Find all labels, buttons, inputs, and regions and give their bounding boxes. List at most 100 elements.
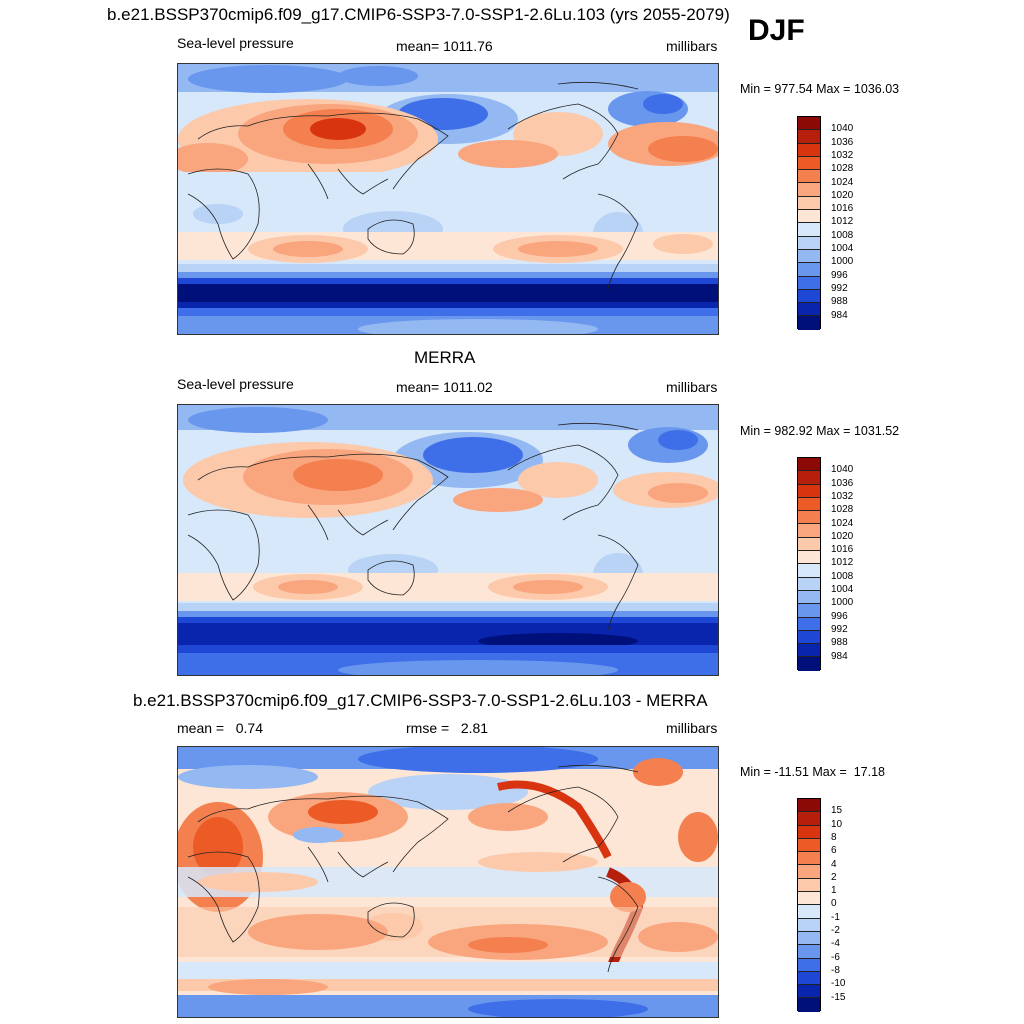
colorbar-tick-label: 4	[831, 858, 837, 870]
colorbar-swatch	[798, 156, 820, 171]
colorbar-swatch	[798, 892, 820, 906]
panel2-minmax: Min = 982.92 Max = 1031.52	[740, 424, 900, 438]
colorbar-swatch	[798, 958, 820, 972]
colorbar-tick-label: 6	[831, 845, 837, 857]
colorbar-tick-label: 992	[831, 282, 848, 294]
colorbar-swatch	[798, 604, 820, 618]
colorbar-swatch	[798, 524, 820, 538]
colorbar-swatch	[798, 617, 820, 631]
colorbar-swatch	[798, 644, 820, 658]
colorbar-swatch	[798, 905, 820, 919]
colorbar-swatch	[798, 998, 820, 1012]
colorbar-swatch	[798, 852, 820, 866]
colorbar-swatch	[798, 931, 820, 946]
colorbar-swatch	[798, 316, 820, 330]
colorbar-tick-label: 8	[831, 831, 837, 843]
colorbar-tick-label: 1008	[831, 229, 854, 241]
colorbar-tick-label: -6	[831, 951, 840, 963]
colorbar-tick-label: 1	[831, 885, 837, 897]
colorbar-tick-label: -15	[831, 991, 846, 1003]
colorbar-swatch	[798, 825, 820, 839]
colorbar-swatch	[798, 865, 820, 879]
colorbar-swatch	[798, 657, 820, 671]
panel2-title: MERRA	[414, 348, 476, 367]
colorbar-swatch	[798, 497, 820, 512]
panel1-colorbar	[797, 116, 821, 330]
colorbar-swatch	[798, 564, 820, 578]
colorbar-tick-label: -4	[831, 938, 840, 950]
colorbar-tick-label: 1004	[831, 243, 854, 254]
colorbar-tick-label: 1024	[831, 517, 854, 529]
colorbar-swatch	[798, 143, 820, 157]
colorbar-tick-label: -1	[831, 911, 840, 923]
colorbar-swatch	[798, 590, 820, 605]
colorbar-tick-label: 1004	[831, 584, 854, 595]
colorbar-tick-label: 984	[831, 650, 848, 662]
colorbar-tick-label: 1000	[831, 256, 854, 268]
colorbar-swatch	[798, 551, 820, 565]
panel2-units: millibars	[666, 379, 718, 395]
panel1-minmax: Min = 977.54 Max = 1036.03	[740, 82, 900, 96]
panel2-map	[177, 404, 719, 676]
colorbar-tick-label: -10	[831, 978, 846, 990]
panel3-mean: mean = 0.74	[177, 720, 264, 736]
colorbar-swatch	[798, 183, 820, 197]
colorbar-tick-label: 1008	[831, 570, 854, 582]
colorbar-swatch	[798, 918, 820, 932]
colorbar-tick-label: 1012	[831, 216, 854, 228]
panel1-title: b.e21.BSSP370cmip6.f09_g17.CMIP6-SSP3-7.…	[107, 5, 730, 24]
colorbar-tick-label: 1036	[831, 477, 854, 489]
colorbar-swatch	[798, 289, 820, 304]
colorbar-tick-label: 1016	[831, 544, 854, 556]
colorbar-swatch	[798, 878, 820, 893]
colorbar-tick-label: 1012	[831, 557, 854, 569]
colorbar-swatch	[798, 812, 820, 826]
colorbar-tick-label: 1016	[831, 203, 854, 215]
colorbar-tick-label: 10	[831, 818, 843, 830]
panel1-variable: Sea-level pressure	[177, 35, 294, 51]
panel2-variable: Sea-level pressure	[177, 376, 294, 392]
colorbar-tick-label: 996	[831, 610, 848, 622]
panel1-units: millibars	[666, 38, 718, 54]
colorbar-tick-label: 0	[831, 898, 837, 910]
colorbar-swatch	[798, 838, 820, 853]
colorbar-swatch	[798, 630, 820, 645]
colorbar-tick-label: 1028	[831, 163, 854, 175]
colorbar-swatch	[798, 471, 820, 485]
colorbar-swatch	[798, 971, 820, 986]
colorbar-swatch	[798, 537, 820, 552]
panel3-title: b.e21.BSSP370cmip6.f09_g17.CMIP6-SSP3-7.…	[133, 691, 708, 710]
colorbar-swatch	[798, 223, 820, 237]
colorbar-tick-label: 988	[831, 296, 848, 308]
colorbar-tick-label: 2	[831, 871, 837, 883]
colorbar-tick-label: 1000	[831, 597, 854, 609]
colorbar-swatch	[798, 170, 820, 184]
colorbar-swatch	[798, 276, 820, 290]
colorbar-tick-label: 1020	[831, 530, 854, 542]
colorbar-swatch	[798, 511, 820, 525]
colorbar-swatch	[798, 236, 820, 250]
colorbar-tick-label: 984	[831, 309, 848, 321]
colorbar-swatch	[798, 249, 820, 264]
panel2-colorbar	[797, 457, 821, 671]
colorbar-swatch	[798, 458, 820, 472]
colorbar-tick-label: 988	[831, 637, 848, 649]
colorbar-tick-label: -2	[831, 925, 840, 936]
colorbar-tick-label: 15	[831, 805, 843, 817]
colorbar-tick-label: 1032	[831, 149, 854, 161]
colorbar-swatch	[798, 117, 820, 131]
colorbar-tick-label: 992	[831, 623, 848, 635]
panel3-colorbar	[797, 798, 821, 1012]
panel1-map	[177, 63, 719, 335]
colorbar-swatch	[798, 799, 820, 813]
colorbar-tick-label: 1032	[831, 490, 854, 502]
colorbar-swatch	[798, 577, 820, 591]
colorbar-tick-label: 1036	[831, 136, 854, 148]
colorbar-tick-label: -8	[831, 964, 840, 976]
colorbar-swatch	[798, 130, 820, 144]
colorbar-tick-label: 996	[831, 269, 848, 281]
colorbar-swatch	[798, 196, 820, 211]
panel3-units: millibars	[666, 720, 718, 736]
colorbar-tick-label: 1028	[831, 504, 854, 516]
colorbar-tick-label: 1024	[831, 176, 854, 188]
